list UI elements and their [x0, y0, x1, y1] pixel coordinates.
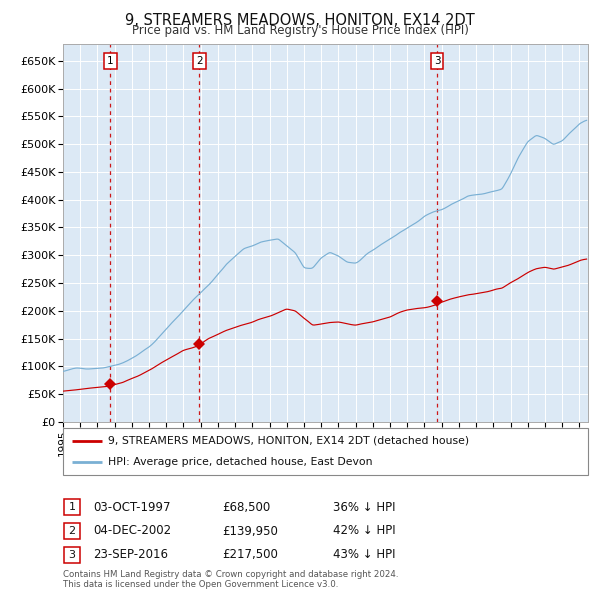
Text: This data is licensed under the Open Government Licence v3.0.: This data is licensed under the Open Gov…	[63, 579, 338, 589]
Text: 43% ↓ HPI: 43% ↓ HPI	[333, 548, 395, 561]
Text: £139,950: £139,950	[222, 525, 278, 537]
Text: Contains HM Land Registry data © Crown copyright and database right 2024.: Contains HM Land Registry data © Crown c…	[63, 570, 398, 579]
Text: 42% ↓ HPI: 42% ↓ HPI	[333, 525, 395, 537]
FancyBboxPatch shape	[63, 428, 588, 475]
Text: 2: 2	[68, 526, 76, 536]
Text: HPI: Average price, detached house, East Devon: HPI: Average price, detached house, East…	[107, 457, 372, 467]
Text: £68,500: £68,500	[222, 501, 270, 514]
FancyBboxPatch shape	[64, 523, 80, 539]
Text: 04-DEC-2002: 04-DEC-2002	[93, 525, 171, 537]
Text: 36% ↓ HPI: 36% ↓ HPI	[333, 501, 395, 514]
Text: 2: 2	[196, 56, 203, 66]
Text: 3: 3	[434, 56, 440, 66]
Text: Price paid vs. HM Land Registry's House Price Index (HPI): Price paid vs. HM Land Registry's House …	[131, 24, 469, 37]
FancyBboxPatch shape	[64, 499, 80, 516]
Text: 3: 3	[68, 550, 76, 559]
Text: 23-SEP-2016: 23-SEP-2016	[93, 548, 168, 561]
Text: 1: 1	[107, 56, 113, 66]
Text: 1: 1	[68, 503, 76, 512]
Text: 03-OCT-1997: 03-OCT-1997	[93, 501, 170, 514]
Text: 9, STREAMERS MEADOWS, HONITON, EX14 2DT: 9, STREAMERS MEADOWS, HONITON, EX14 2DT	[125, 13, 475, 28]
FancyBboxPatch shape	[64, 546, 80, 563]
Text: 9, STREAMERS MEADOWS, HONITON, EX14 2DT (detached house): 9, STREAMERS MEADOWS, HONITON, EX14 2DT …	[107, 436, 469, 446]
Text: £217,500: £217,500	[222, 548, 278, 561]
